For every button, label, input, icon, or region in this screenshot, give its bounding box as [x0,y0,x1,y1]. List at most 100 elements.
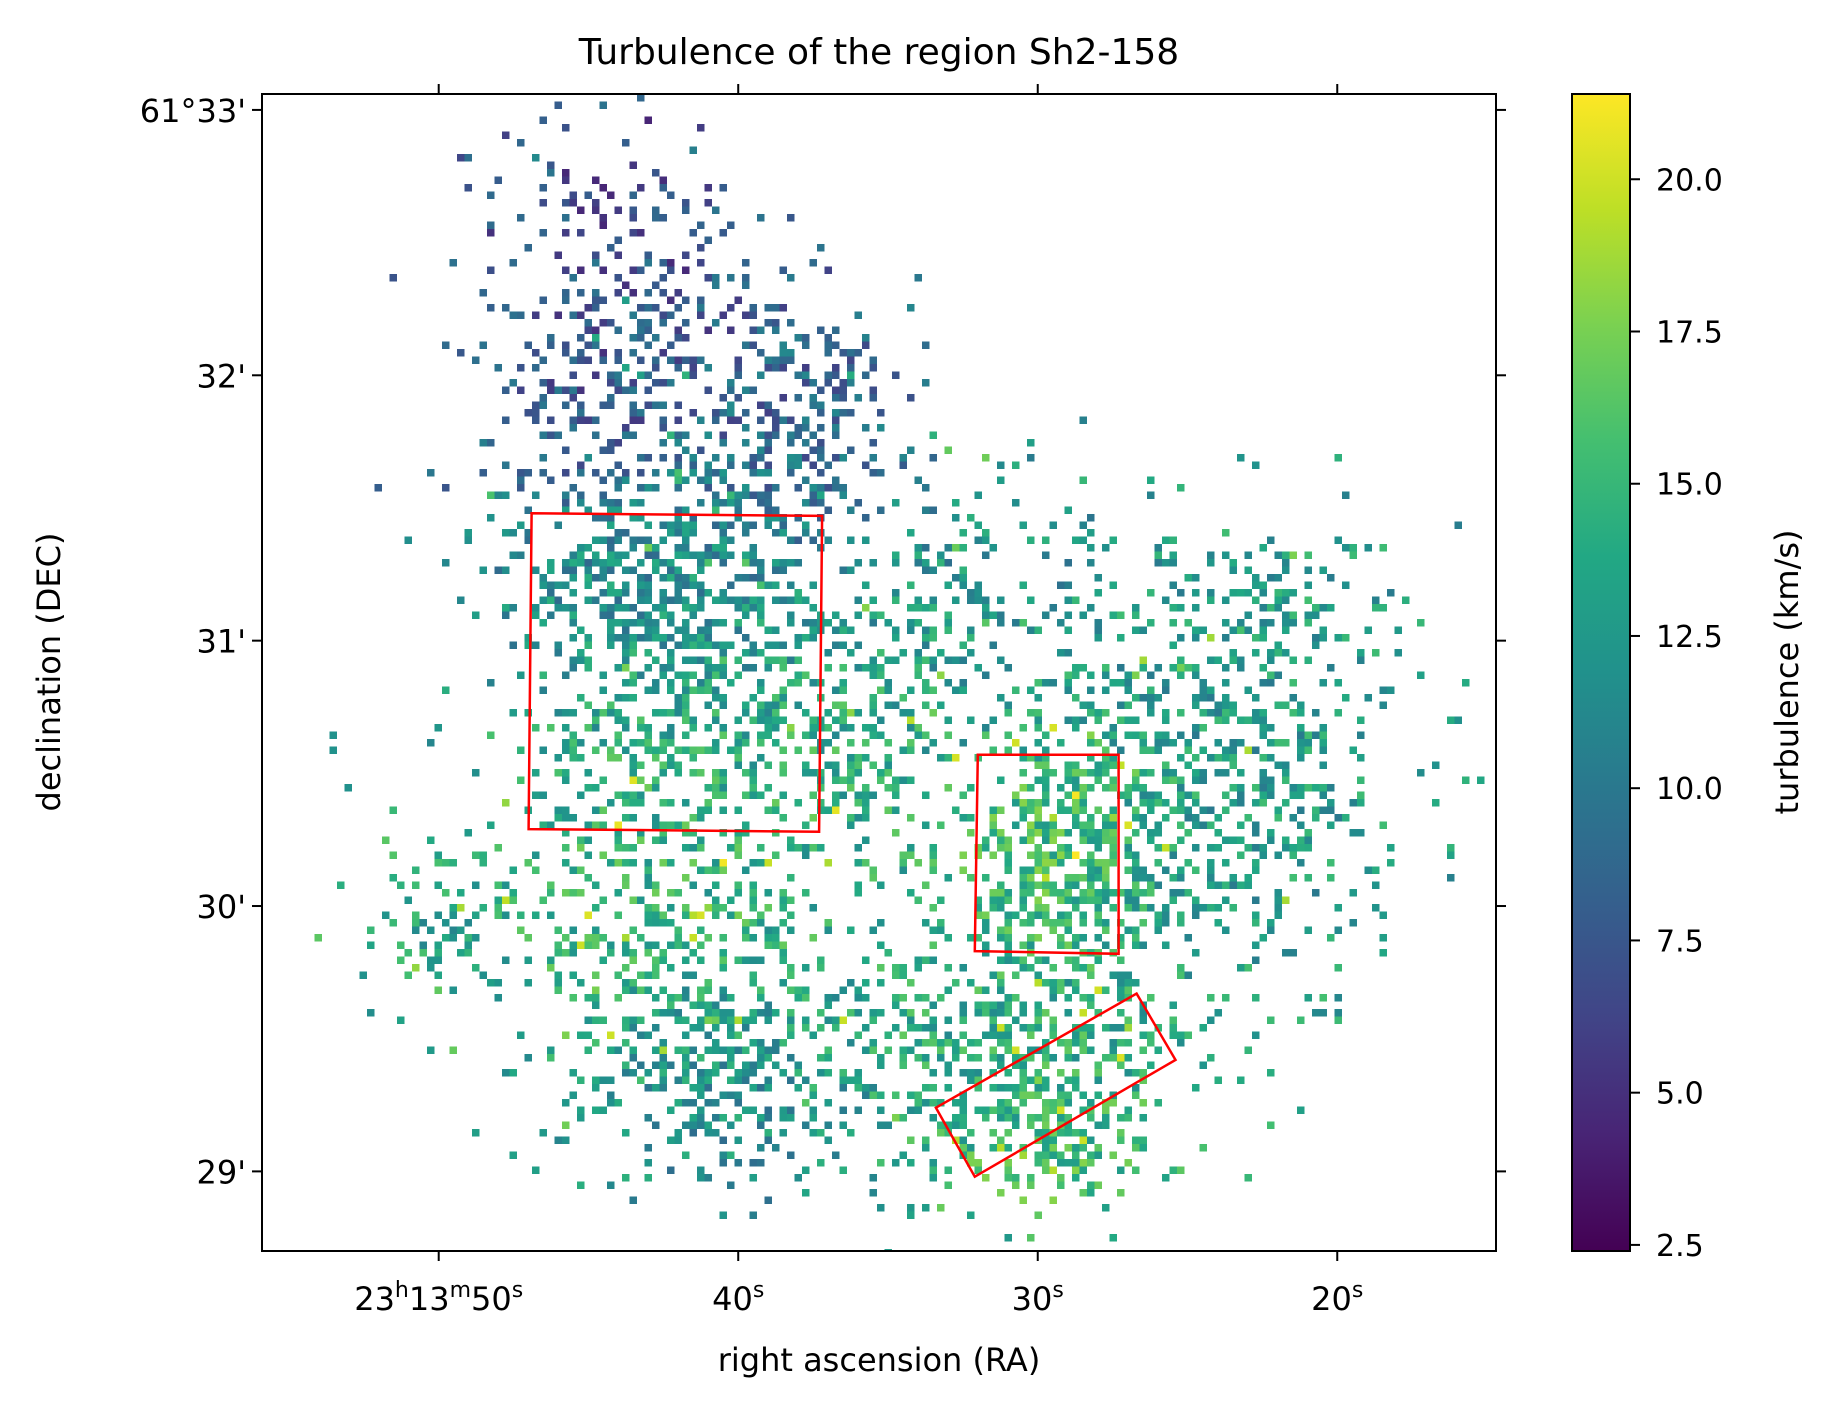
data-pixel [749,881,757,889]
data-pixel [629,754,637,762]
data-pixel [1057,896,1065,904]
data-pixel [682,1121,690,1129]
data-pixel [1079,934,1087,942]
data-pixel [757,649,765,657]
x-tick-label: 23h13m50s [354,1278,523,1318]
data-pixel [1222,596,1230,604]
data-pixel [622,1024,630,1032]
data-pixel [622,844,630,852]
data-pixel [1004,1001,1012,1009]
data-pixel [697,986,705,994]
data-pixel [832,799,840,807]
data-pixel [772,596,780,604]
data-pixel [547,341,555,349]
data-pixel [809,461,817,469]
data-pixel [1004,1129,1012,1137]
data-pixel [1072,934,1080,942]
data-pixel [742,484,750,492]
data-pixel [937,821,945,829]
data-pixel [847,761,855,769]
data-pixel [1109,829,1117,837]
data-pixel [922,956,930,964]
data-pixel [1109,1151,1117,1159]
data-pixel [1334,536,1342,544]
data-pixel [944,1016,952,1024]
data-pixel [1027,1114,1035,1122]
data-pixel [569,559,577,567]
data-pixel [682,581,690,589]
data-pixel [1019,904,1027,912]
data-pixel [1252,911,1260,919]
data-pixel [1117,611,1125,619]
data-pixel [547,566,555,574]
data-pixel [1139,626,1147,634]
data-pixel [1274,671,1282,679]
data-pixel [787,724,795,732]
data-pixel [742,461,750,469]
data-pixel [1049,1136,1057,1144]
data-pixel [952,754,960,762]
data-pixel [592,716,600,724]
data-pixel [1012,971,1020,979]
data-pixel [547,476,555,484]
data-pixel [622,986,630,994]
data-pixel [1229,649,1237,657]
data-pixel [892,371,900,379]
data-pixel [1124,926,1132,934]
data-pixel [599,514,607,522]
data-pixel [562,566,570,574]
data-pixel [1192,769,1200,777]
data-pixel [1207,634,1215,642]
data-pixel [682,296,690,304]
data-pixel [637,934,645,942]
data-pixel [794,656,802,664]
data-pixel [1064,1144,1072,1152]
data-pixel [712,469,720,477]
data-pixel [689,769,697,777]
data-pixel [517,364,525,372]
data-pixel [787,1151,795,1159]
data-pixel [787,349,795,357]
data-pixel [1207,559,1215,567]
data-pixel [1252,941,1260,949]
data-pixel [599,671,607,679]
data-pixel [772,319,780,327]
data-pixel [877,1054,885,1062]
data-pixel [967,814,975,822]
data-pixel [1057,1091,1065,1099]
data-pixel [592,551,600,559]
data-pixel [802,499,810,507]
data-pixel [539,469,547,477]
data-pixel [472,934,480,942]
data-pixel [1042,1129,1050,1137]
data-pixel [1252,994,1260,1002]
data-pixel [854,1106,862,1114]
data-pixel [1282,844,1290,852]
data-pixel [764,491,772,499]
data-pixel [584,634,592,642]
data-pixel [772,356,780,364]
data-pixel [629,1069,637,1077]
data-pixel [1109,1234,1117,1242]
data-pixel [1072,979,1080,987]
data-pixel [1207,589,1215,597]
data-pixel [1094,1009,1102,1017]
data-pixel [1289,874,1297,882]
data-pixel [757,446,765,454]
data-pixel [532,416,540,424]
data-pixel [929,904,937,912]
data-pixel [524,341,532,349]
data-pixel [1004,911,1012,919]
data-pixel [1379,949,1387,957]
data-pixel [1379,604,1387,612]
data-pixel [757,596,765,604]
data-pixel [772,424,780,432]
data-pixel [1447,844,1455,852]
data-pixel [1042,1084,1050,1092]
data-pixel [907,529,915,537]
data-pixel [584,911,592,919]
data-pixel [689,1099,697,1107]
data-pixel [569,191,577,199]
data-pixel [749,641,757,649]
data-pixel [997,971,1005,979]
